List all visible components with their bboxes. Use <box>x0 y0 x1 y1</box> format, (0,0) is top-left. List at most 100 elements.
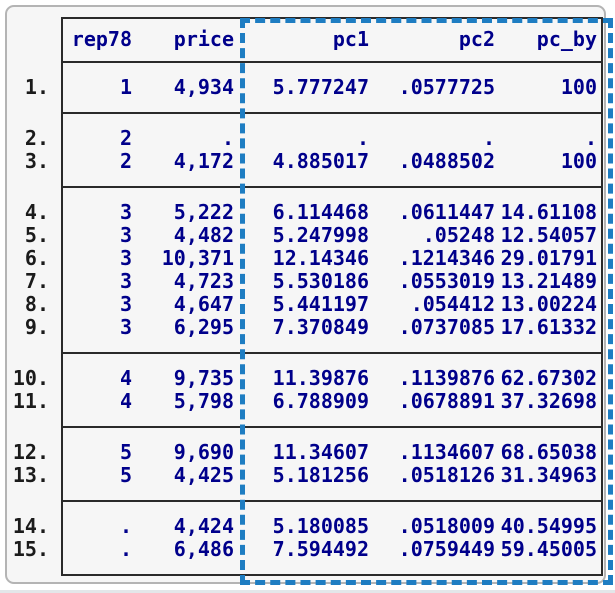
cell-pc2: .0488502 <box>398 149 495 173</box>
table-row: 5 4,425 5.181256 .0518126 31.34963 <box>63 464 601 487</box>
row-number-gutter: 1. 2. 3. 4. 5. 6. 7. 8. 9. 10. 11. 12. 13. 14. 15. <box>9 19 49 574</box>
row-number: 13. <box>12 463 49 487</box>
column-header-pc2: pc2 <box>458 27 495 51</box>
cell-rep78: 4 <box>119 366 132 390</box>
cell-rep78: . <box>119 537 132 561</box>
cell-pc2: .0518126 <box>398 463 495 487</box>
cell-rep78: 2 <box>119 149 132 173</box>
row-number: 9. <box>24 315 49 339</box>
table-header: rep78 price pc1 pc2 pc_by <box>63 19 601 61</box>
row-number: 1. <box>24 75 49 99</box>
table-row: 4 5,798 6.788909 .0678891 37.32698 <box>63 390 601 413</box>
cell-price: 4,425 <box>173 463 234 487</box>
cell-pc-by: . <box>584 126 597 150</box>
row-number: 2. <box>24 126 49 150</box>
cell-rep78: 3 <box>119 246 132 270</box>
cell-price: 9,690 <box>173 440 234 464</box>
cell-pc-by: 100 <box>560 149 597 173</box>
cell-pc2: . <box>482 126 495 150</box>
table-group: 4 9,735 11.39876 .1139876 62.67302 4 5,798 6.78… <box>63 352 601 426</box>
cell-pc-by: 40.54995 <box>500 514 597 538</box>
column-header-rep78: rep78 <box>71 27 132 51</box>
table-row: 2.... <box>63 127 601 150</box>
row-number: 3. <box>24 149 49 173</box>
gutter-group: 2. 3. <box>9 112 49 186</box>
cell-pc2: .1134607 <box>398 440 495 464</box>
cell-pc1: 5.181256 <box>272 463 369 487</box>
cell-rep78: . <box>119 514 132 538</box>
table-group: 5 9,690 11.34607 .1134607 68.65038 5 4,425 5.18… <box>63 426 601 500</box>
table-row: 3 4,723 5.530186 .0553019 13.21489 <box>63 270 601 293</box>
cell-rep78: 4 <box>119 389 132 413</box>
row-number: 12. <box>12 440 49 464</box>
cell-rep78: 3 <box>119 292 132 316</box>
cell-pc1: 6.788909 <box>272 389 369 413</box>
gutter-group: 12. 13. <box>9 426 49 500</box>
cell-pc2: .05248 <box>422 223 495 247</box>
table-row: 4 9,735 11.39876 .1139876 62.67302 <box>63 367 601 390</box>
cell-price: 10,371 <box>161 246 234 270</box>
row-number: 4. <box>24 200 49 224</box>
row-number: 10. <box>12 366 49 390</box>
cell-pc1: 5.247998 <box>272 223 369 247</box>
cell-price: 4,424 <box>173 514 234 538</box>
cell-pc2: .0678891 <box>398 389 495 413</box>
cell-rep78: 5 <box>119 463 132 487</box>
row-number: 6. <box>24 246 49 270</box>
cell-rep78: 3 <box>119 223 132 247</box>
cell-pc2: .0737085 <box>398 315 495 339</box>
cell-pc2: .0759449 <box>398 537 495 561</box>
cell-price: 6,295 <box>173 315 234 339</box>
cell-price: 6,486 <box>173 537 234 561</box>
cell-rep78: 3 <box>119 200 132 224</box>
cell-pc-by: 14.61108 <box>500 200 597 224</box>
results-panel: 1. 2. 3. 4. 5. 6. 7. 8. 9. 10. 11. 12. 13. 14. 15. rep… <box>5 5 613 585</box>
cell-price: . <box>221 126 234 150</box>
cell-price: 4,723 <box>173 269 234 293</box>
cell-price: 4,647 <box>173 292 234 316</box>
cell-pc-by: 31.34963 <box>500 463 597 487</box>
cell-rep78: 3 <box>119 315 132 339</box>
cell-pc1: 4.885017 <box>272 149 369 173</box>
table-row: 3 5,222 6.114468 .0611447 14.61108 <box>63 201 601 224</box>
table-group: 2.... 2 4,172 4.885017 .0488502 100 <box>63 112 601 186</box>
cell-price: 4,172 <box>173 149 234 173</box>
column-header-pc1: pc1 <box>332 27 369 51</box>
gutter-header-spacer <box>9 19 49 61</box>
table-row: 5 9,690 11.34607 .1134607 68.65038 <box>63 441 601 464</box>
gutter-group: 10. 11. <box>9 352 49 426</box>
page-bottom-divider <box>0 590 615 593</box>
cell-price: 5,798 <box>173 389 234 413</box>
table-row: 3 4,647 5.441197 .054412 13.00224 <box>63 293 601 316</box>
cell-pc1: 11.34607 <box>272 440 369 464</box>
table-group: . 4,424 5.180085 .0518009 40.54995. 6,486 7.59… <box>63 500 601 574</box>
cell-pc-by: 100 <box>560 75 597 99</box>
table-group: 1 4,934 5.777247 .0577725 100 <box>63 61 601 112</box>
cell-pc-by: 59.45005 <box>500 537 597 561</box>
cell-pc1: 5.530186 <box>272 269 369 293</box>
cell-price: 5,222 <box>173 200 234 224</box>
gutter-group: 1. <box>9 61 49 112</box>
gutter-group: 4. 5. 6. 7. 8. 9. <box>9 186 49 352</box>
row-number: 8. <box>24 292 49 316</box>
cell-rep78: 1 <box>119 75 132 99</box>
cell-pc-by: 13.21489 <box>500 269 597 293</box>
cell-pc1: 7.370849 <box>272 315 369 339</box>
row-number: 15. <box>12 537 49 561</box>
cell-pc1: 6.114468 <box>272 200 369 224</box>
column-header-price: price <box>173 27 234 51</box>
row-number: 14. <box>12 514 49 538</box>
cell-pc1: 5.180085 <box>272 514 369 538</box>
gutter-group: 14. 15. <box>9 500 49 574</box>
table-row: 1 4,934 5.777247 .0577725 100 <box>63 76 601 99</box>
cell-pc2: .054412 <box>410 292 495 316</box>
cell-pc1: 12.14346 <box>272 246 369 270</box>
cell-pc1: . <box>356 126 369 150</box>
cell-pc1: 7.594492 <box>272 537 369 561</box>
cell-pc2: .1139876 <box>398 366 495 390</box>
cell-pc-by: 12.54057 <box>500 223 597 247</box>
table-row: 3 6,295 7.370849 .0737085 17.61332 <box>63 316 601 339</box>
cell-pc2: .0518009 <box>398 514 495 538</box>
row-number: 11. <box>12 389 49 413</box>
cell-pc-by: 29.01791 <box>500 246 597 270</box>
